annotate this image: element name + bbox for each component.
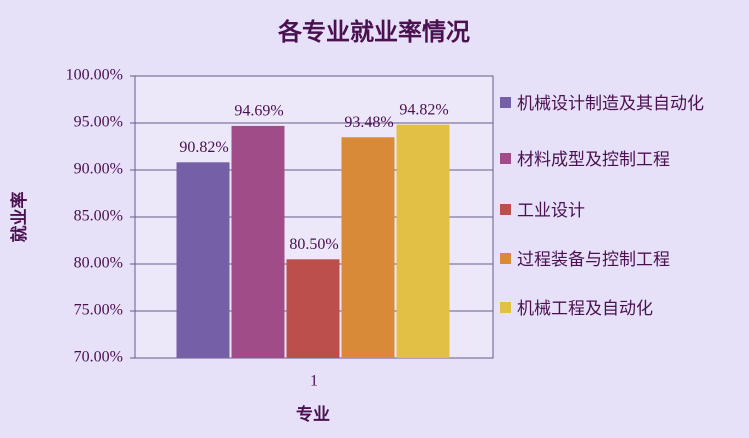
legend-swatch xyxy=(500,204,511,215)
bar xyxy=(341,137,395,358)
legend-item: 过程装备与控制工程 xyxy=(498,248,743,272)
bar xyxy=(286,259,340,358)
legend-label: 过程装备与控制工程 xyxy=(517,250,670,270)
value-label: 90.82% xyxy=(179,139,228,156)
value-label: 80.50% xyxy=(289,236,338,253)
chart-title: 各专业就业率情况 xyxy=(277,18,470,46)
legend-swatch xyxy=(500,253,511,264)
y-tick-label: 80.00% xyxy=(74,255,123,272)
bar xyxy=(176,162,230,358)
legend-item: 机械工程及自动化 xyxy=(498,297,743,321)
legend-swatch xyxy=(500,302,511,313)
value-label: 94.69% xyxy=(234,103,283,120)
y-axis-title: 就业率 xyxy=(9,192,30,243)
x-axis-title: 专业 xyxy=(296,404,330,425)
y-tick-label: 75.00% xyxy=(74,302,123,319)
legend-item: 材料成型及控制工程 xyxy=(498,148,743,172)
value-label: 93.48% xyxy=(344,114,393,131)
y-tick-label: 85.00% xyxy=(74,208,123,225)
y-tick-label: 90.00% xyxy=(74,161,123,178)
bar xyxy=(396,124,450,358)
legend-swatch xyxy=(500,153,511,164)
value-label: 94.82% xyxy=(399,101,448,118)
x-tick-label: 1 xyxy=(310,373,318,390)
bar xyxy=(231,125,285,358)
legend-label: 机械设计制造及其自动化 xyxy=(517,94,704,114)
legend-item: 机械设计制造及其自动化 xyxy=(498,92,743,116)
legend-label: 工业设计 xyxy=(517,201,585,221)
legend-item: 工业设计 xyxy=(498,199,743,223)
legend-swatch xyxy=(500,97,511,108)
y-tick-label: 70.00% xyxy=(74,349,123,366)
y-tick-label: 95.00% xyxy=(74,114,123,131)
y-tick-label: 100.00% xyxy=(66,67,123,84)
legend-label: 材料成型及控制工程 xyxy=(517,150,670,170)
legend-label: 机械工程及自动化 xyxy=(517,299,653,319)
